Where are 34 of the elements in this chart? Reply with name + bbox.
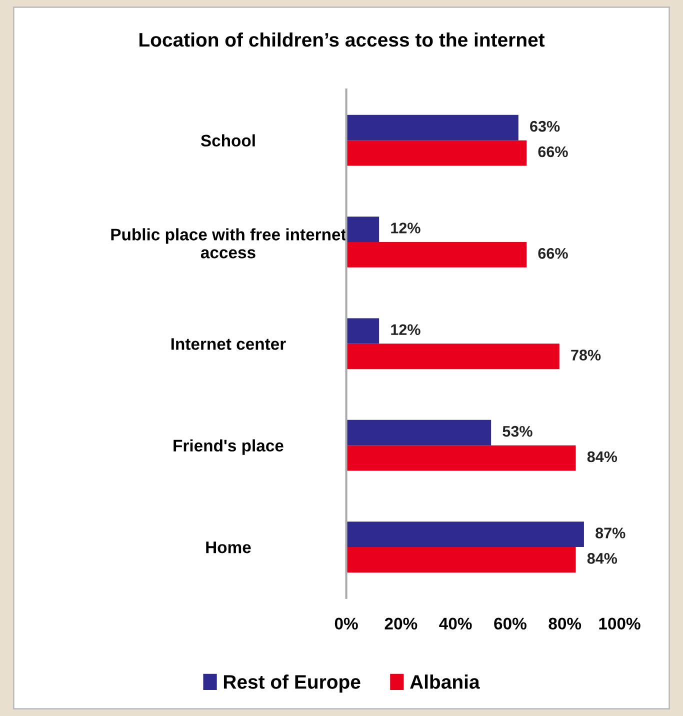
legend-label: Albania <box>410 674 480 689</box>
x-tick-label: 60% <box>494 618 526 630</box>
x-tick-label: 80% <box>548 618 582 630</box>
x-tick-label: 40% <box>439 618 472 630</box>
legend-label: Rest of Europe <box>224 674 360 693</box>
x-tick-label: 100% <box>599 618 640 630</box>
y-tick-label: Friend's place <box>174 439 284 455</box>
y-tick-label: Home <box>206 542 251 554</box>
bar <box>346 445 576 471</box>
bar <box>346 318 380 344</box>
y-tick-label: Internet center <box>171 338 286 350</box>
bar <box>346 420 492 446</box>
bar <box>346 114 518 140</box>
bar <box>346 140 527 166</box>
bar <box>346 522 584 548</box>
data-label: 87% <box>596 528 626 538</box>
y-tick-label: School <box>200 134 255 147</box>
data-label: 12% <box>391 222 420 234</box>
data-label: 84% <box>587 553 618 564</box>
x-tick-label: 0% <box>334 618 358 630</box>
data-label: 12% <box>391 324 420 336</box>
chart-title: Location of children’s access to the internet <box>140 32 545 47</box>
bar <box>346 344 560 370</box>
data-label: 53% <box>502 426 532 437</box>
data-label: 84% <box>587 451 618 462</box>
data-label: 63% <box>530 120 560 132</box>
data-label: 78% <box>571 350 601 360</box>
y-tick-label: Public place with free internet access <box>111 228 346 258</box>
bar <box>346 242 527 268</box>
bar <box>346 216 380 242</box>
data-label: 66% <box>538 248 568 259</box>
x-tick-label: 20% <box>384 618 418 630</box>
bar <box>346 547 576 572</box>
data-label: 66% <box>538 146 568 158</box>
